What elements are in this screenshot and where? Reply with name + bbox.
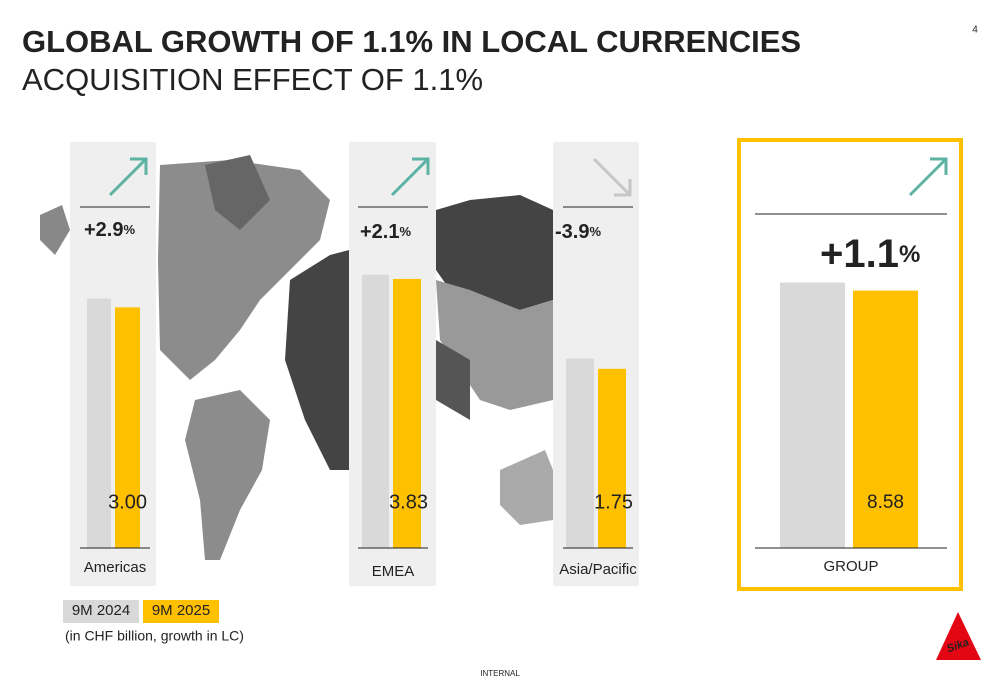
bar [362, 274, 389, 548]
value-label: 1.75 [594, 491, 633, 513]
logo: Sika [936, 612, 981, 660]
title: GLOBAL GROWTH OF 1.1% IN LOCAL CURRENCIE… [22, 24, 801, 59]
category-label: Americas [84, 559, 147, 576]
note: (in CHF billion, growth in LC) [65, 628, 244, 644]
panel-background [70, 142, 156, 586]
panel: -3.9% 1.75 Asia/Pacific [553, 142, 639, 586]
bar [566, 358, 594, 548]
growth-value: +1.1 [820, 232, 899, 276]
growth-unit: % [123, 222, 135, 237]
map-australia [500, 450, 553, 525]
trend-arrow [592, 157, 632, 197]
panels: +2.9% 3.00 Americas +2.1% 3.83 EMEA -3.9% 1.75 A… [70, 138, 963, 591]
logo-shape [936, 612, 981, 660]
world-map [40, 155, 553, 560]
bar [853, 290, 918, 548]
category-label: Asia/Pacific [559, 561, 637, 578]
panel: +1.1% 8.58 GROUP [737, 138, 963, 591]
legend-swatch [63, 600, 139, 623]
footer: INTERNAL [480, 669, 520, 678]
page-number: 4 [972, 25, 978, 36]
trend-arrow-head [130, 157, 148, 175]
growth-label: +2.9% [84, 219, 135, 241]
value-label: 3.83 [389, 491, 428, 513]
growth-label: -3.9% [555, 221, 601, 243]
value-label: 8.58 [867, 492, 904, 513]
bar [780, 282, 845, 548]
legend-label: 9M 2025 [152, 602, 210, 619]
growth-value: -3.9 [555, 221, 589, 243]
category-label: GROUP [823, 558, 878, 575]
map-middle-east [436, 340, 470, 420]
subtitle: ACQUISITION EFFECT OF 1.1% [22, 62, 483, 97]
trend-arrow [108, 157, 148, 197]
category-label: EMEA [372, 563, 415, 580]
map-south-america [185, 390, 270, 560]
trend-arrow-head [412, 157, 430, 175]
legend-swatch [143, 600, 219, 623]
growth-label: +1.1% [820, 232, 920, 276]
group-frame [737, 138, 963, 591]
trend-arrow-head [930, 157, 948, 175]
growth-unit: % [899, 241, 920, 268]
map-north-america [158, 160, 330, 380]
map-europe-africa [285, 250, 349, 470]
growth-label: +2.1% [360, 221, 411, 243]
growth-unit: % [399, 224, 411, 239]
legend: 9M 2024 9M 2025 [63, 600, 219, 623]
bar [393, 278, 421, 548]
map-alaska [40, 205, 70, 255]
value-label: 3.00 [108, 491, 147, 513]
bar [115, 307, 140, 548]
legend-label: 9M 2024 [72, 602, 130, 619]
growth-value: +2.1 [360, 221, 399, 243]
bar [87, 298, 111, 548]
map-russia [436, 195, 553, 310]
bar [598, 368, 626, 548]
map-greenland [205, 155, 270, 230]
panel: +2.9% 3.00 Americas [70, 142, 156, 586]
trend-arrow [908, 157, 948, 197]
panel-background [553, 142, 639, 586]
growth-value: +2.9 [84, 219, 123, 241]
growth-unit: % [589, 224, 601, 239]
trend-arrow [390, 157, 430, 197]
trend-arrow-head [614, 179, 632, 197]
panel: +2.1% 3.83 EMEA [349, 142, 436, 586]
